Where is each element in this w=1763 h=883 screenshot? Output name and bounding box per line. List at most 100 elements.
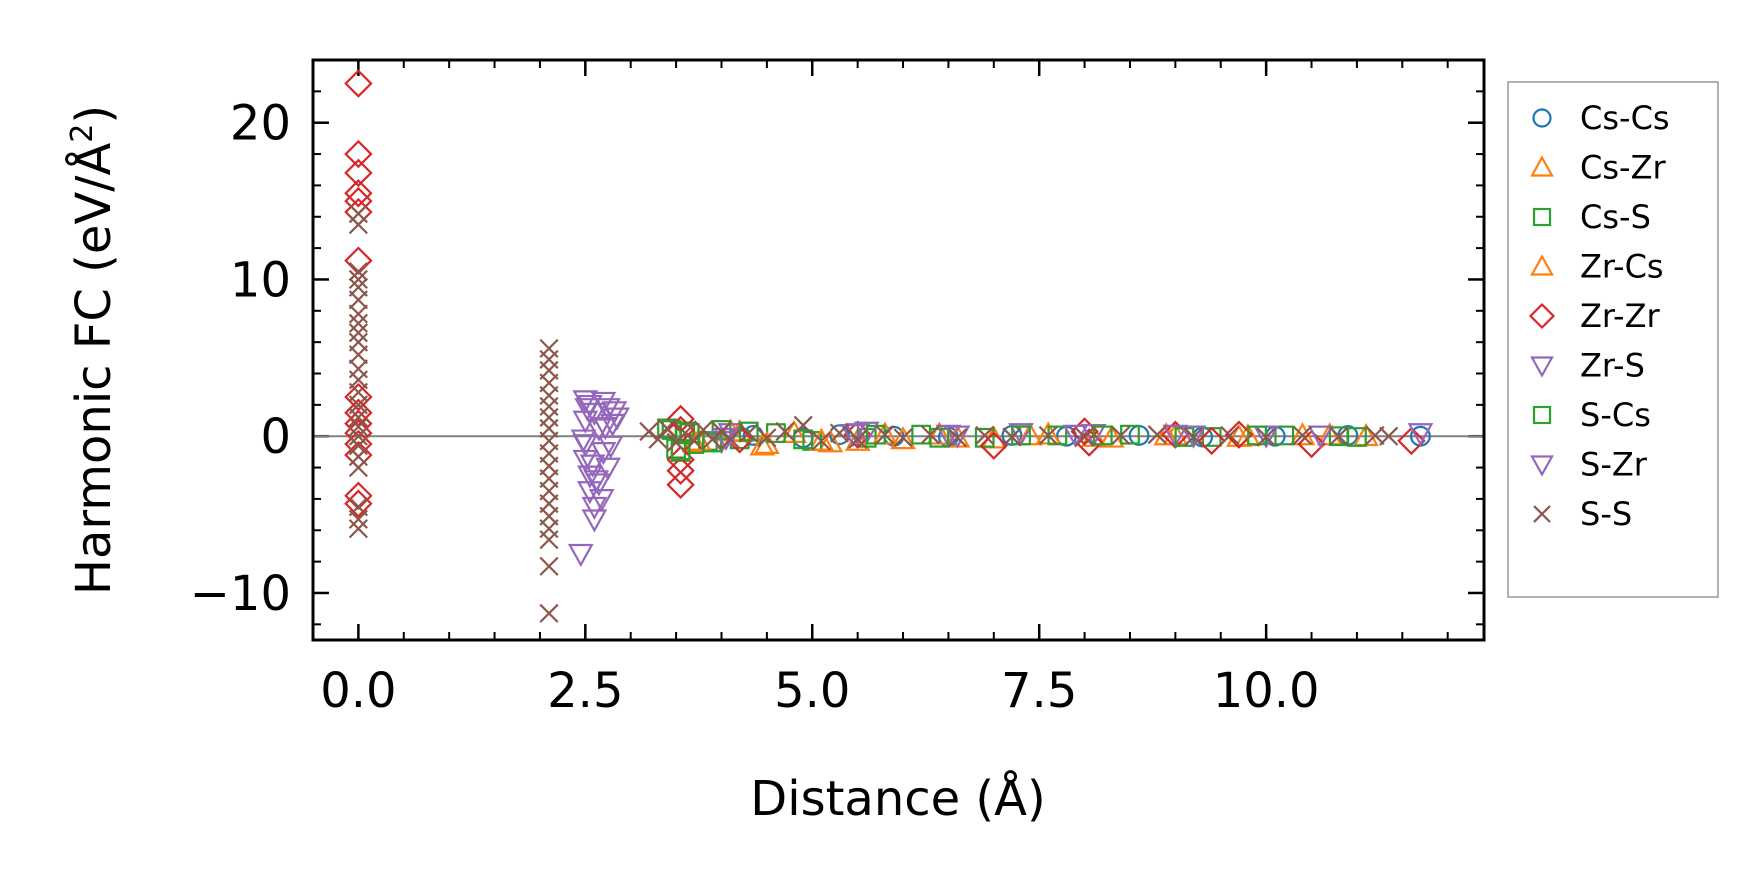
data-point [348, 345, 368, 365]
data-point [1328, 426, 1349, 447]
data-point [344, 158, 373, 188]
data-point [893, 428, 913, 448]
data-point [974, 427, 995, 448]
series-s-zr [570, 398, 1334, 513]
legend-label: Cs-S [1580, 198, 1651, 236]
data-point [539, 556, 559, 576]
data-point [348, 304, 368, 324]
data-point [1092, 425, 1113, 446]
data-point [1147, 425, 1167, 445]
data-point [1098, 424, 1125, 448]
y-axis-label-sup: 2 [65, 124, 100, 143]
data-point [702, 432, 723, 453]
data-point [348, 323, 368, 343]
data-point [848, 429, 868, 449]
legend-marker [1532, 108, 1552, 128]
data-point [348, 509, 368, 529]
legend-label: S-Zr [1580, 446, 1648, 484]
data-point [1256, 427, 1276, 447]
data-point [1162, 424, 1189, 448]
data-point [840, 423, 866, 448]
legend-item: S-S [1533, 495, 1632, 533]
y-tick-label: 10 [230, 252, 291, 308]
data-point [926, 421, 953, 445]
legend-marker [1532, 405, 1552, 425]
data-point [1197, 426, 1226, 456]
legend-item: Zr-S [1530, 347, 1645, 385]
legend-label: Zr-S [1580, 347, 1645, 385]
data-point [348, 426, 368, 446]
data-point [808, 427, 835, 451]
x-tick-label: 2.5 [547, 663, 623, 719]
data-point [348, 313, 368, 333]
legend-item: Zr-Cs [1530, 248, 1664, 286]
data-point [576, 465, 603, 489]
data-point [1183, 427, 1204, 447]
data-point [1220, 425, 1240, 446]
data-point [979, 431, 1009, 460]
data-point [829, 423, 850, 443]
plot-frame [311, 58, 1486, 642]
data-point [583, 470, 610, 494]
legend-marker [1530, 254, 1554, 276]
y-axis-label-main: Harmonic FC (eV/Å [65, 143, 122, 596]
legend-items: Cs-Cs Cs-Zr Cs-S Zr-Cs Zr-Zr Zr-S S-Cs S-Zr S-S [1528, 99, 1670, 533]
data-point [793, 415, 813, 435]
data-point [720, 429, 741, 449]
data-point [579, 454, 606, 478]
data-point [601, 401, 628, 425]
data-point [1307, 425, 1334, 449]
data-point [539, 603, 559, 623]
y-axis-label-close: ) [66, 105, 122, 124]
data-point [944, 425, 971, 449]
data-point [1397, 426, 1426, 456]
legend-marker [1528, 302, 1556, 330]
data-point [739, 423, 759, 443]
legend-item: S-Cs [1532, 396, 1651, 434]
legend-item: S-Zr [1530, 446, 1648, 484]
data-point [595, 457, 621, 481]
data-point [775, 421, 795, 442]
data-point [348, 215, 368, 235]
legend-label: S-Cs [1580, 396, 1651, 434]
legend-box [1507, 81, 1719, 598]
data-point [570, 429, 597, 453]
data-point [348, 269, 368, 290]
data-point [344, 179, 373, 208]
x-tick-labels: 0.0 2.5 5.0 7.5 10.0 [320, 663, 1319, 719]
data-point [348, 262, 368, 282]
y-axis-label: Harmonic FC (eV/Å2) [65, 105, 122, 595]
data-point [1329, 426, 1349, 446]
data-point [344, 246, 373, 275]
legend-marker [1533, 505, 1551, 523]
data-point [572, 449, 599, 473]
data-point [581, 509, 608, 533]
data-point [592, 416, 619, 441]
data-point [344, 69, 373, 98]
legend-item: Cs-Cs [1532, 99, 1670, 137]
data-point [539, 530, 559, 550]
data-point [1062, 424, 1089, 448]
data-point [348, 407, 368, 427]
data-point [829, 424, 850, 446]
data-point [975, 425, 995, 446]
legend-label: Zr-Cs [1580, 248, 1664, 286]
data-point [348, 519, 368, 539]
data-points [344, 69, 1434, 623]
legend-marker [1530, 155, 1554, 177]
data-point [348, 417, 368, 437]
data-point [679, 423, 700, 443]
data-point [811, 431, 831, 451]
data-point [817, 429, 844, 453]
data-point [1274, 425, 1295, 446]
x-tick-label: 7.5 [1001, 663, 1077, 719]
data-point [853, 421, 880, 445]
data-point [657, 418, 677, 438]
data-point [648, 429, 668, 449]
data-point [1407, 423, 1434, 447]
legend-label: Zr-Zr [1580, 297, 1661, 335]
data-point [348, 457, 368, 478]
data-point [920, 425, 940, 445]
data-point [684, 431, 704, 451]
